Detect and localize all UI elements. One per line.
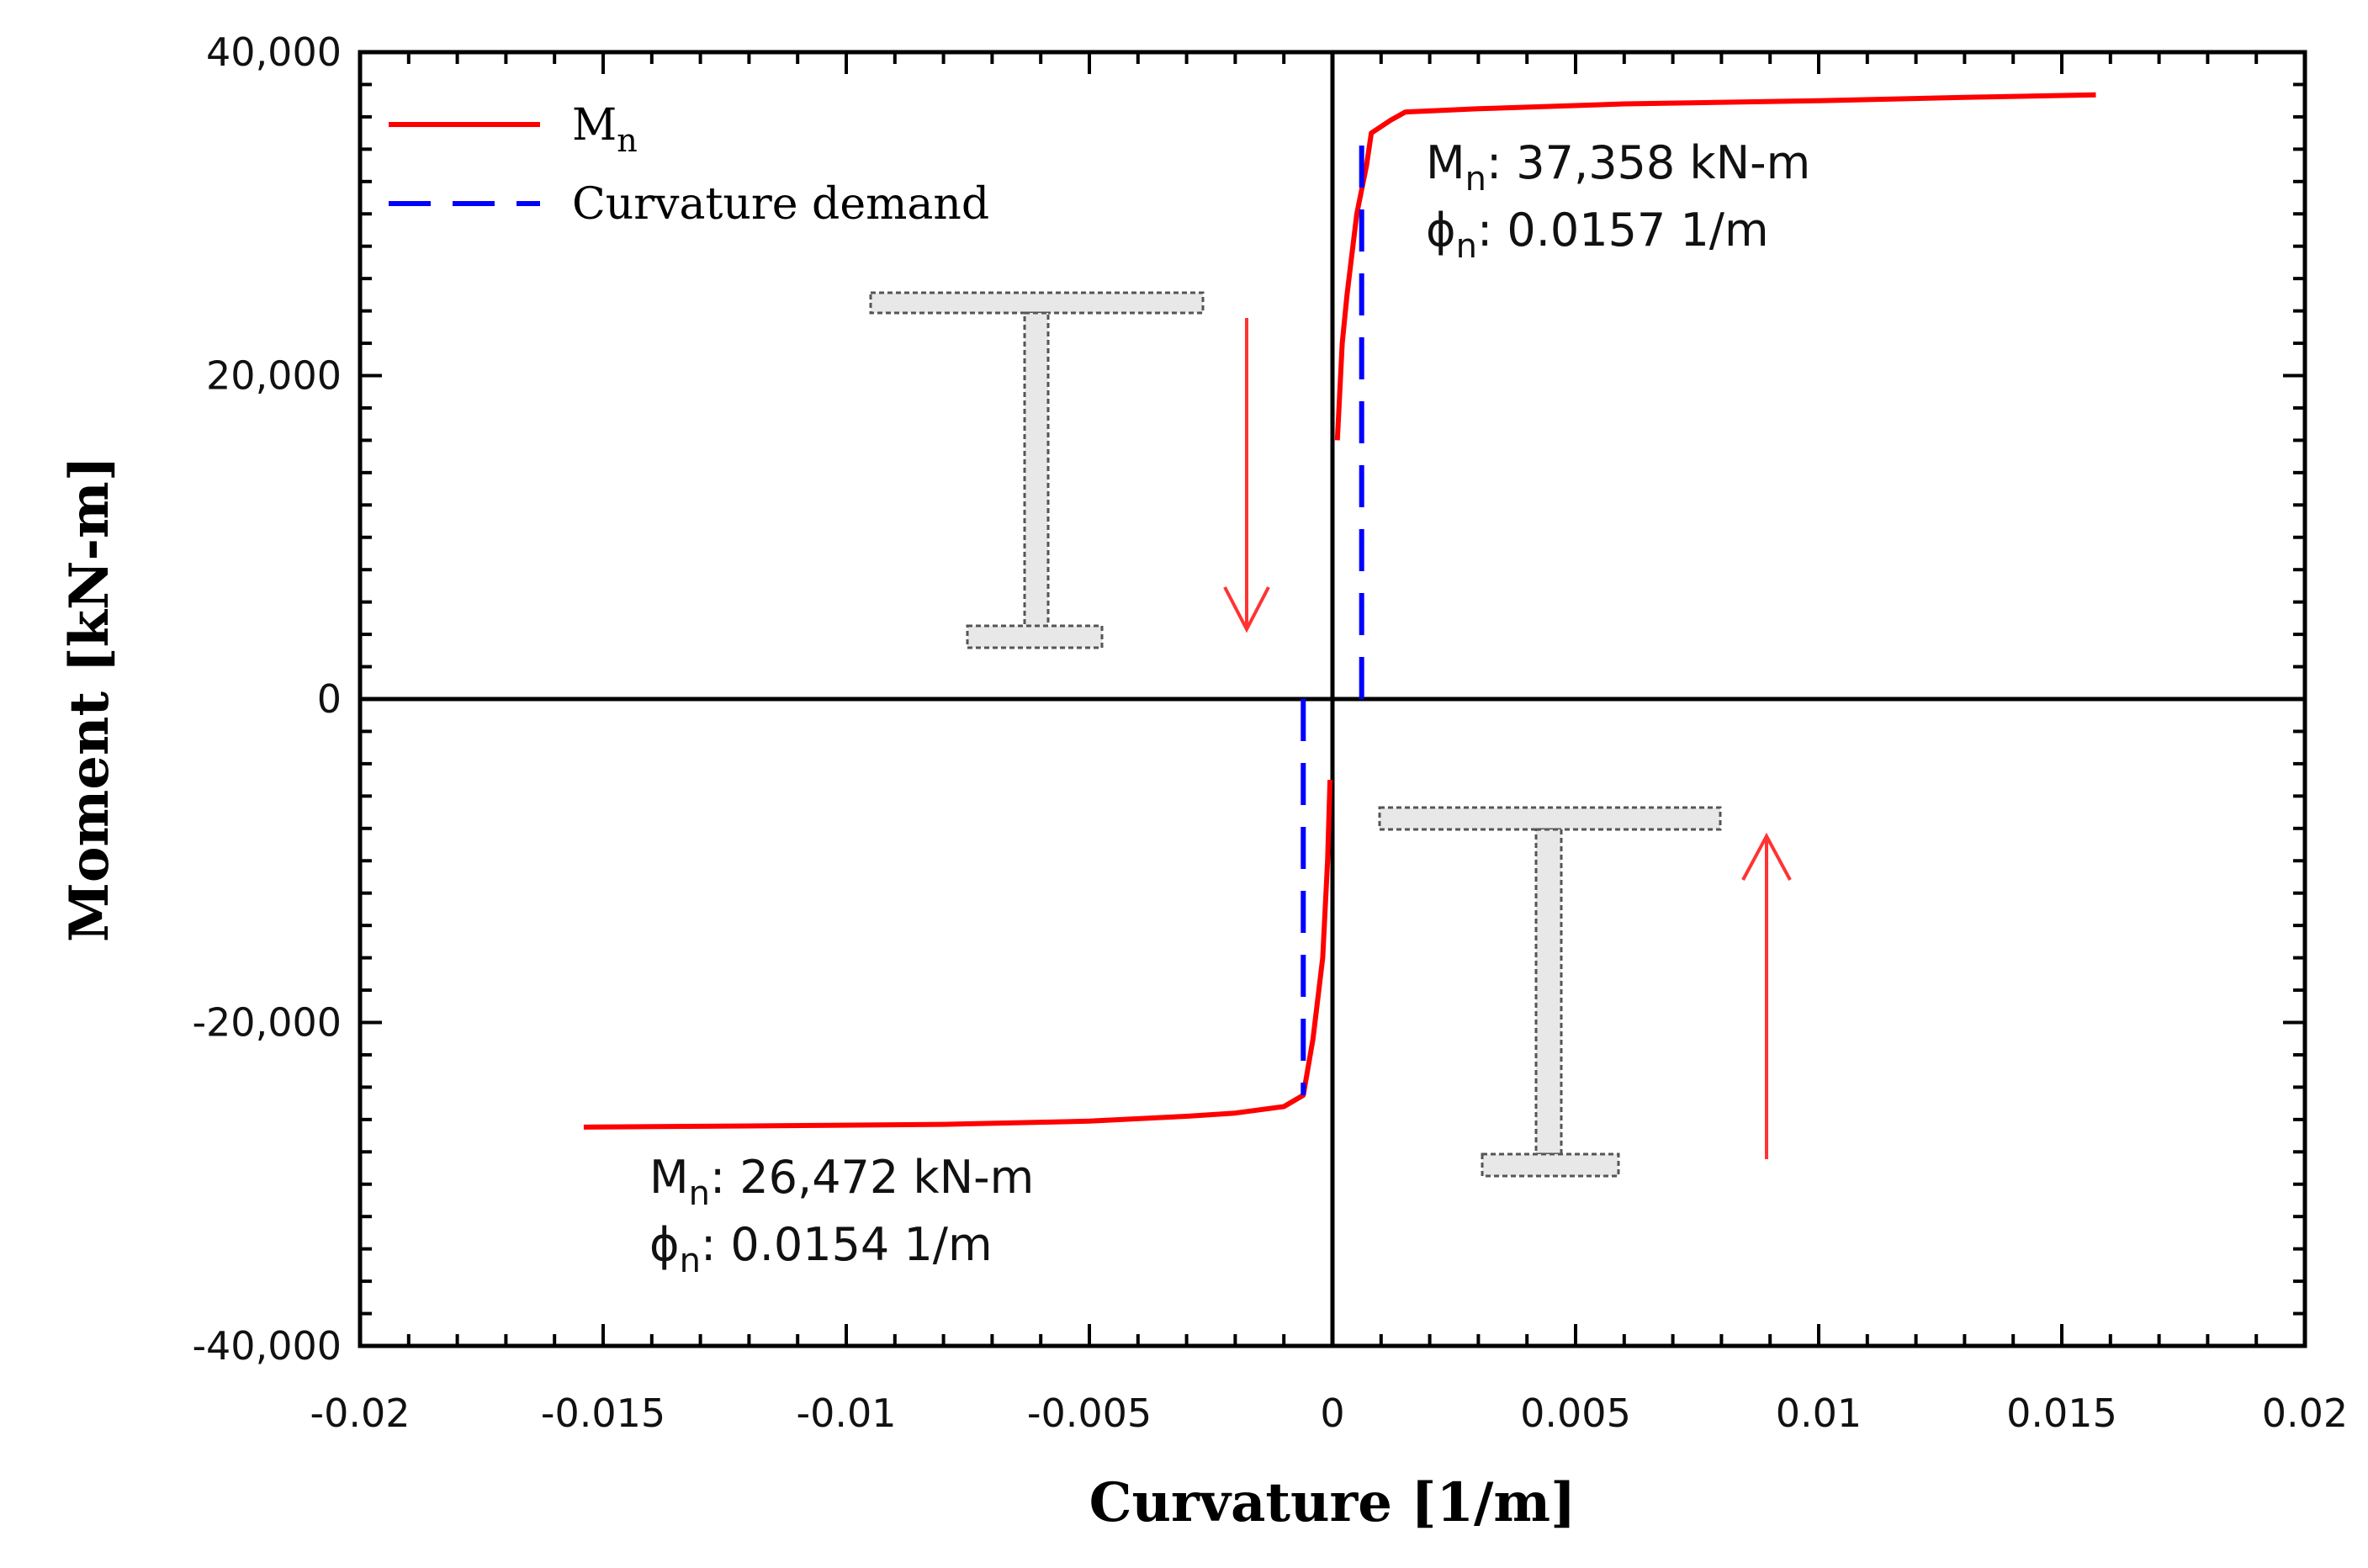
y-tick-label: 0 <box>317 676 342 722</box>
annotation-negative: Mn: 26,472 kN-m ϕn: 0.0154 1/m <box>649 1151 1034 1280</box>
x-tick-label: -0.02 <box>310 1391 410 1436</box>
x-tick-label: 0.02 <box>2262 1391 2348 1436</box>
x-tick-label: 0.005 <box>1520 1391 1631 1436</box>
annotation-negative-moment: Mn: 26,472 kN-m <box>649 1151 1034 1213</box>
y-tick-label: 40,000 <box>206 29 342 75</box>
x-tick-label: 0.01 <box>1776 1391 1862 1436</box>
x-tick-label: 0.015 <box>2006 1391 2117 1436</box>
arrow-up-icon <box>1741 832 1792 1159</box>
y-tick-label: -40,000 <box>192 1323 342 1369</box>
x-axis-title: Curvature [1/m] <box>1089 1471 1576 1534</box>
y-tick-label: 20,000 <box>206 353 342 399</box>
i-beam-section-icon <box>1378 806 1722 1178</box>
x-tick-label: 0 <box>1320 1391 1344 1436</box>
annotation-positive-moment: Mn: 37,358 kN-m <box>1426 136 1810 199</box>
annotation-negative-curvature: ϕn: 0.0154 1/m <box>649 1218 993 1280</box>
legend-label-mn: Mn <box>572 100 638 159</box>
series-mn-line-1 <box>583 780 1333 1130</box>
annotation-positive-curvature: ϕn: 0.0157 1/m <box>1426 204 1769 266</box>
y-tick-label: -20,000 <box>192 1000 342 1046</box>
arrow-down-icon <box>1223 318 1270 633</box>
x-tick-label: -0.015 <box>541 1391 665 1436</box>
y-axis-title: Moment [kN-m] <box>58 456 121 942</box>
legend-label-curvature-demand: Curvature demand <box>572 179 989 230</box>
annotation-positive: Mn: 37,358 kN-m ϕn: 0.0157 1/m <box>1426 136 1810 266</box>
x-tick-label: -0.005 <box>1027 1391 1152 1436</box>
series-mn-line-0 <box>1334 92 2096 441</box>
i-beam-section-icon <box>869 291 1205 649</box>
legend: Mn Curvature demand <box>389 100 989 230</box>
x-tick-label: -0.01 <box>796 1391 896 1436</box>
